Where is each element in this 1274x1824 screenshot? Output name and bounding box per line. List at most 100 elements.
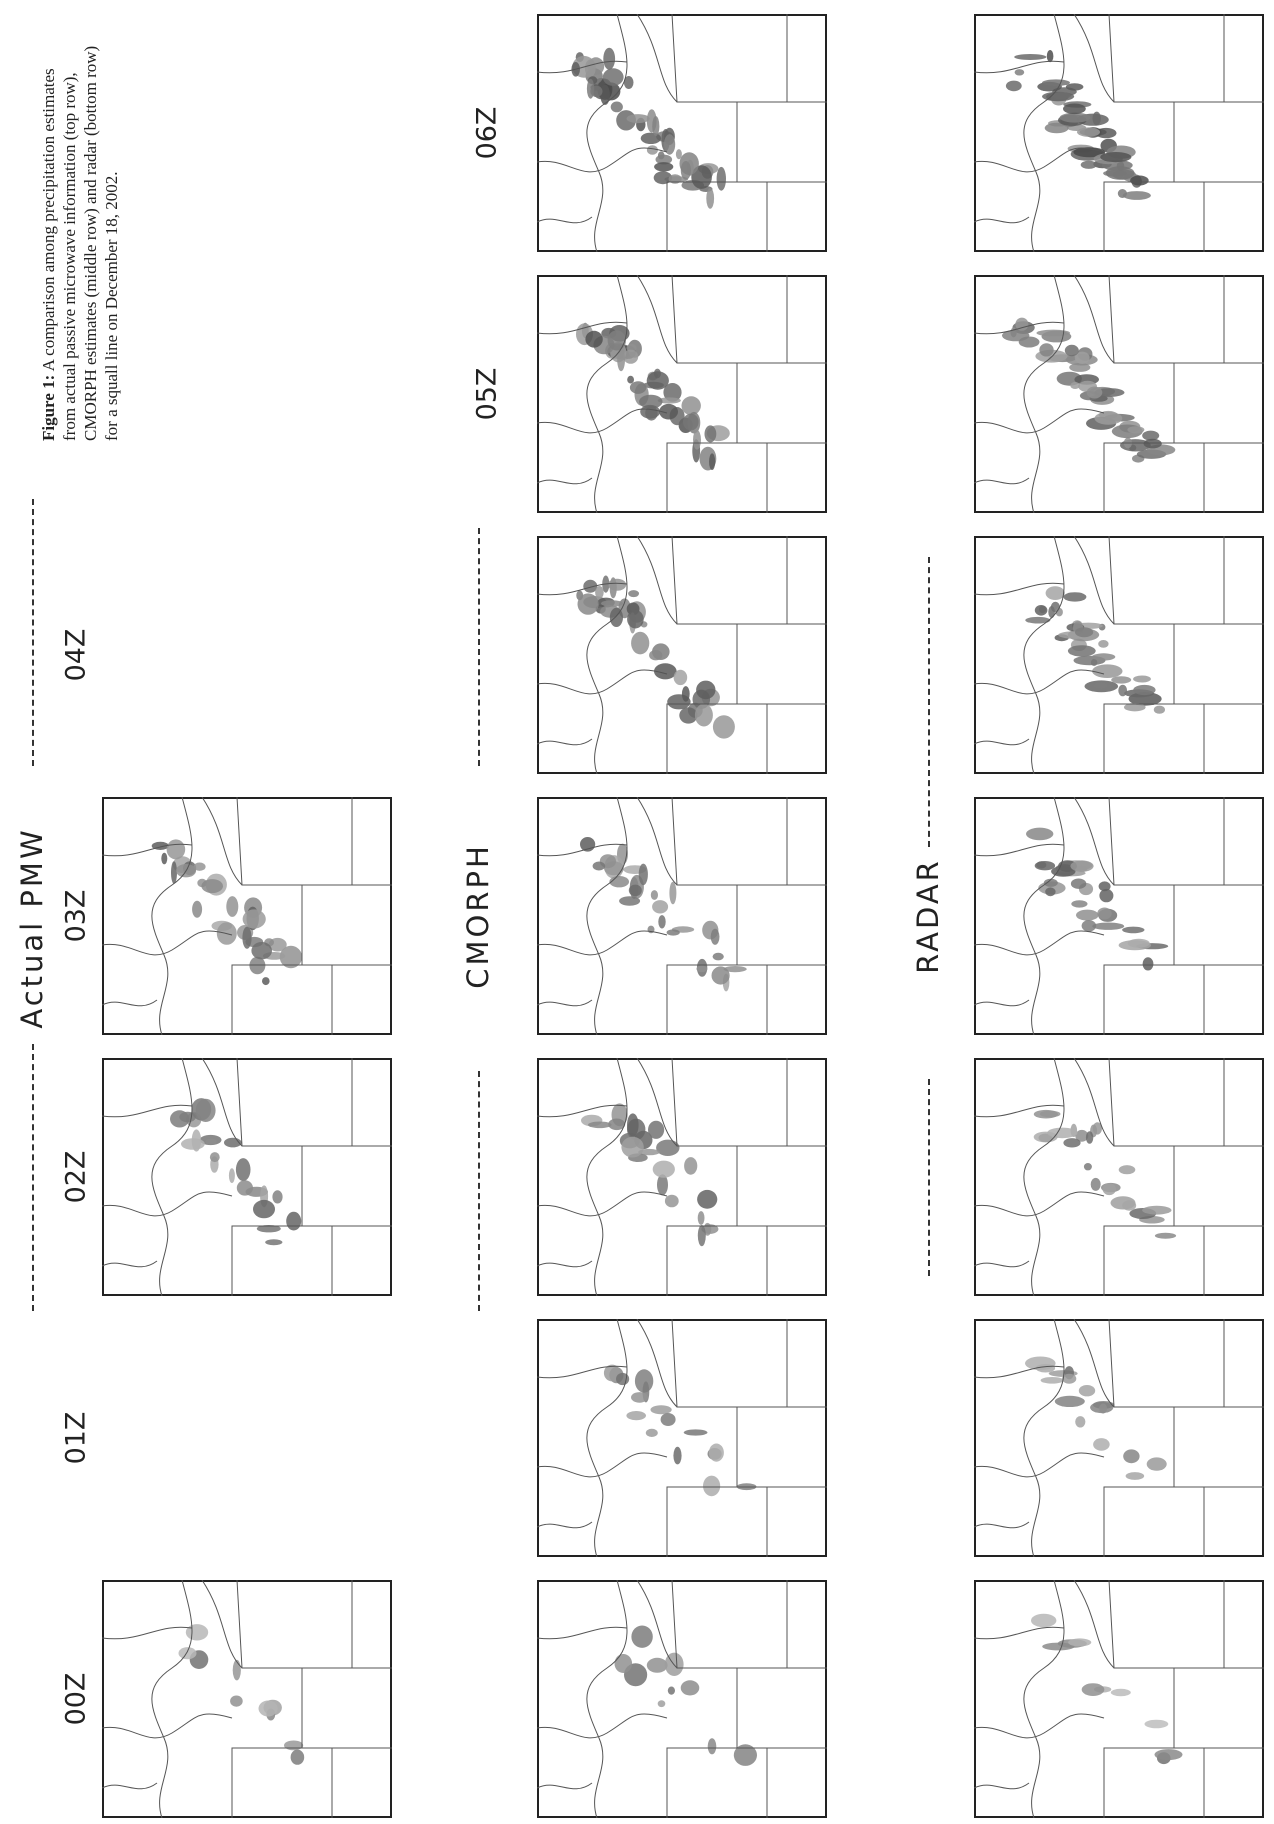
precip-blob	[698, 1225, 706, 1246]
precip-blob	[681, 161, 691, 180]
precip-blob	[1076, 910, 1099, 921]
map-panel	[537, 275, 827, 513]
time-label: 00Z	[61, 1673, 92, 1726]
precip-blob	[656, 1140, 679, 1156]
precip-blob	[696, 681, 715, 700]
map	[537, 275, 827, 513]
time-label: 04Z	[61, 629, 92, 682]
map-frame	[975, 15, 1263, 251]
precip-blob	[1122, 927, 1144, 934]
map-frame	[975, 1320, 1263, 1556]
precip-blob	[1127, 426, 1144, 433]
precip-blob	[1055, 1396, 1085, 1407]
time-label: 06Z	[472, 107, 503, 160]
map	[974, 536, 1264, 774]
time-label: 03Z	[61, 890, 92, 943]
precip-blob	[1142, 1206, 1171, 1215]
precip-blob	[1154, 706, 1165, 714]
precip-blob	[1071, 879, 1086, 889]
time-label: 01Z	[61, 1412, 92, 1465]
precip-blob	[161, 853, 167, 865]
precip-blob	[206, 1139, 217, 1145]
precip-blob	[167, 839, 186, 859]
precip-blob	[1071, 900, 1087, 907]
map-panel	[974, 1319, 1264, 1557]
precip-blob	[1039, 343, 1053, 356]
precip-blob	[1092, 923, 1124, 930]
row-label: CMORPH	[461, 843, 495, 989]
precip-blob	[1063, 104, 1086, 115]
precip-blob	[667, 929, 680, 935]
precip-blob	[639, 864, 648, 886]
precip-blob	[1097, 908, 1111, 920]
precip-blob	[196, 1099, 216, 1122]
map-panel	[537, 797, 827, 1035]
precip-blob	[661, 1413, 676, 1426]
precip-blob	[1081, 161, 1097, 169]
precip-blob	[1063, 592, 1086, 601]
precip-blob	[647, 145, 658, 155]
precip-blob	[631, 1392, 648, 1403]
precip-blob	[631, 1626, 652, 1648]
precip-blob	[711, 929, 720, 945]
precip-blob	[1082, 920, 1097, 932]
precip-blob	[1147, 1457, 1167, 1470]
precip-blob	[627, 376, 634, 384]
precip-blob	[1133, 676, 1151, 683]
precip-blob	[674, 670, 688, 685]
precip-blob	[1103, 1183, 1116, 1195]
dashed-rule	[32, 1044, 34, 1311]
precip-blob	[679, 707, 697, 723]
precip-blob	[626, 1411, 646, 1420]
precip-blob	[658, 915, 665, 928]
map-frame	[538, 1581, 826, 1817]
precip-blob	[1128, 939, 1150, 948]
precip-blob	[717, 167, 726, 191]
precip-blob	[652, 116, 659, 136]
page: {"figure": { "row_labels": ["Actual PMW"…	[0, 0, 1274, 1824]
precip-blob	[649, 650, 662, 660]
precip-blob	[623, 350, 638, 364]
dashed-rule	[928, 1079, 930, 1276]
map-frame	[975, 537, 1263, 773]
map-panel	[974, 14, 1264, 252]
precip-blob	[1144, 439, 1162, 449]
map	[102, 1058, 392, 1296]
map	[102, 797, 392, 1035]
precip-blob	[286, 1212, 301, 1231]
precip-blob	[627, 610, 644, 629]
map-panel	[537, 1580, 827, 1818]
precip-blob	[1130, 176, 1149, 186]
precip-blob	[1039, 606, 1046, 613]
precip-blob	[653, 1161, 675, 1178]
precip-blob	[1145, 1720, 1169, 1729]
precip-blob	[600, 85, 610, 105]
precip-blob	[578, 593, 599, 614]
precip-blob	[242, 927, 251, 949]
precip-blob	[697, 1190, 717, 1209]
precip-blob	[179, 1647, 197, 1659]
map-frame	[975, 1059, 1263, 1295]
precip-blob	[1006, 81, 1022, 92]
precip-blob	[1155, 1749, 1183, 1760]
precip-blob	[673, 1447, 681, 1465]
precip-blob	[603, 68, 624, 86]
precip-blob	[1122, 1200, 1136, 1210]
precip-blob	[1070, 860, 1093, 871]
precip-blob	[652, 900, 668, 913]
precip-blob	[1111, 676, 1131, 683]
precip-blob	[1026, 828, 1053, 841]
precip-blob	[1048, 606, 1055, 618]
map	[974, 1058, 1264, 1296]
precip-blob	[186, 1624, 208, 1640]
precip-blob	[181, 1138, 205, 1150]
precip-blob	[708, 1738, 717, 1754]
map	[537, 14, 827, 252]
precip-blob	[668, 1687, 675, 1695]
precip-blob	[1031, 1614, 1056, 1628]
precip-blob	[1091, 1178, 1101, 1191]
map-panel	[102, 797, 392, 1035]
map-frame	[538, 798, 826, 1034]
precip-blob	[681, 1680, 700, 1695]
precip-blob	[1075, 627, 1093, 637]
